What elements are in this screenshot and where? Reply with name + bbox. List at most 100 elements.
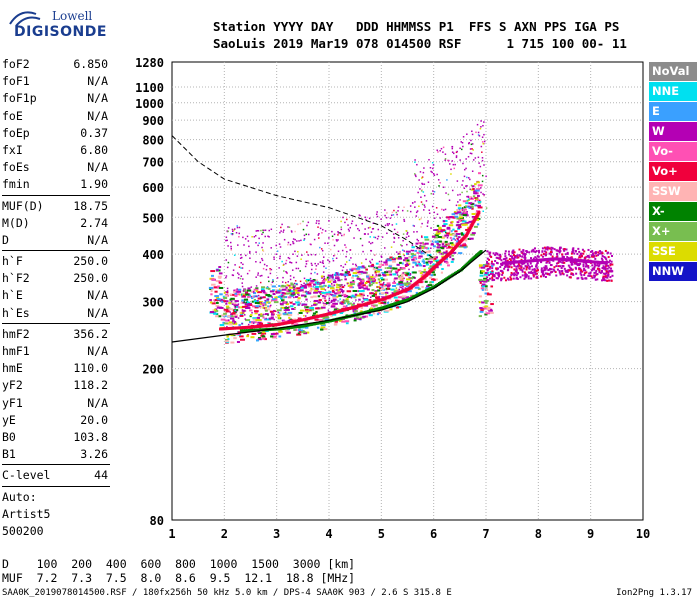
echo-mark (421, 176, 424, 178)
echo-mark (222, 295, 227, 298)
echo-mark (415, 242, 419, 245)
echo-mark (325, 302, 329, 305)
echo-mark (558, 248, 561, 251)
echo-mark (421, 285, 424, 288)
echo-mark (479, 165, 482, 168)
echo-mark (406, 284, 409, 286)
echo-mark (322, 317, 326, 320)
echo-mark (261, 274, 263, 277)
echo-mark (275, 298, 278, 301)
trace-point (227, 326, 231, 330)
echo-mark (318, 232, 320, 235)
echo-mark (412, 224, 414, 227)
echo-mark (368, 275, 373, 278)
echo-mark (407, 253, 409, 255)
echo-mark (449, 236, 452, 239)
echo-mark (381, 285, 387, 288)
echo-mark (335, 272, 338, 274)
trace-point (243, 326, 247, 330)
echo-mark (359, 214, 361, 217)
parameter-value: 356.2 (73, 326, 108, 341)
echo-mark (297, 329, 303, 332)
echo-mark (478, 162, 480, 164)
echo-mark (609, 264, 612, 267)
echo-mark (320, 275, 324, 278)
parameter-value: N/A (87, 288, 108, 303)
echo-mark (406, 280, 409, 283)
echo-mark (210, 270, 216, 273)
echo-mark (213, 309, 219, 312)
echo-mark (259, 261, 262, 264)
echo-mark (553, 248, 556, 251)
echo-mark (593, 271, 596, 274)
echo-mark (445, 250, 448, 253)
echo-mark (310, 287, 313, 290)
echo-mark (472, 149, 474, 151)
echo-mark (260, 286, 266, 289)
echo-mark (263, 308, 269, 311)
echo-mark (262, 267, 265, 270)
echo-mark (590, 254, 593, 257)
echo-mark (558, 260, 561, 263)
echo-mark (259, 305, 261, 308)
echo-mark (305, 263, 308, 265)
echo-mark (461, 184, 463, 186)
echo-mark (356, 277, 361, 280)
echo-mark (338, 279, 341, 281)
echo-mark (384, 247, 386, 249)
echo-mark (445, 192, 447, 194)
echo-mark (561, 261, 564, 264)
echo-mark (462, 200, 467, 203)
echo-mark (354, 263, 357, 266)
echo-mark (476, 123, 479, 126)
echo-mark (553, 269, 556, 272)
echo-mark (263, 229, 265, 232)
echo-mark (471, 133, 474, 136)
parameter-value: 250.0 (73, 271, 108, 286)
echo-mark (523, 262, 526, 265)
echo-mark (393, 228, 396, 231)
echo-mark (270, 268, 273, 271)
echo-mark (447, 264, 450, 267)
parameter-value: 118.2 (73, 378, 108, 393)
echo-mark (480, 266, 486, 269)
echo-mark (405, 285, 410, 288)
echo-mark (584, 265, 587, 268)
echo-mark (416, 230, 418, 233)
echo-mark (435, 232, 441, 235)
echo-mark (447, 159, 450, 162)
echo-mark (588, 272, 591, 275)
echo-mark (482, 306, 485, 309)
echo-mark (301, 254, 303, 256)
echo-mark (349, 286, 354, 289)
echo-mark (316, 313, 318, 316)
echo-mark (433, 174, 436, 177)
echo-mark (504, 252, 507, 255)
echo-mark (318, 222, 320, 225)
parameter-name: fxI (2, 142, 23, 157)
echo-mark (348, 303, 350, 306)
echo-mark (288, 285, 290, 287)
y-tick-label: 800 (142, 134, 164, 148)
echo-mark (243, 244, 245, 246)
echo-mark (537, 255, 540, 258)
echo-mark (437, 151, 439, 153)
echo-mark (524, 254, 527, 257)
echo-mark (374, 279, 377, 281)
echo-mark (595, 269, 598, 272)
echo-mark (520, 266, 523, 269)
echo-mark (444, 208, 447, 211)
echo-mark (233, 254, 236, 257)
echo-mark (426, 225, 429, 227)
echo-mark (293, 318, 297, 321)
echo-mark (320, 288, 326, 291)
echo-mark (330, 299, 336, 302)
echo-mark (408, 255, 414, 258)
echo-mark (362, 250, 364, 253)
echo-mark (362, 292, 365, 295)
echo-mark (296, 240, 298, 242)
echo-mark (386, 232, 388, 235)
echo-mark (369, 282, 371, 285)
echo-mark (293, 289, 298, 292)
echo-mark (439, 230, 444, 233)
